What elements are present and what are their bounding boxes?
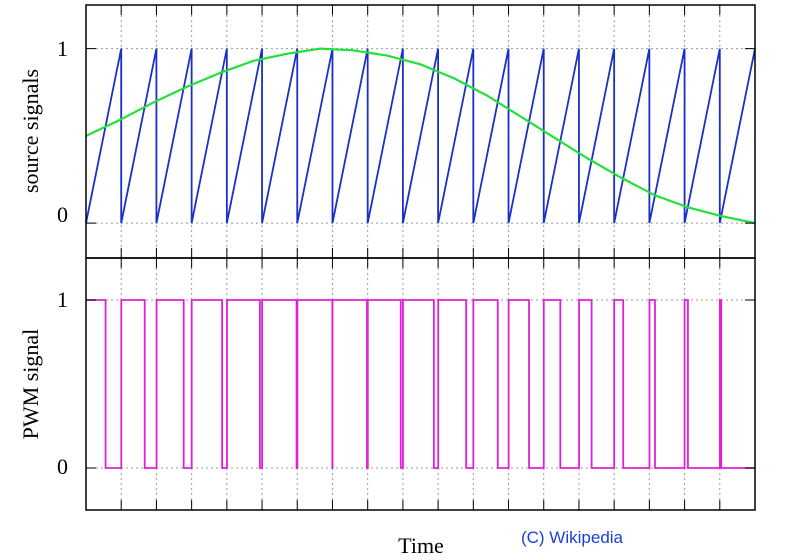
top-ytick-label-0: 0 — [57, 202, 68, 227]
x-axis-title: Time — [398, 533, 444, 558]
top-ytick-label-1: 1 — [57, 36, 68, 61]
sawtooth-series-line — [85, 48, 756, 224]
credit-text: (C) Wikipedia — [521, 528, 624, 547]
bottom-y-axis-title: PWM signal — [18, 329, 43, 440]
bottom-series — [86, 299, 755, 469]
bottom-ticks — [86, 258, 755, 510]
top-ticks — [86, 5, 755, 258]
sine-series-line — [85, 47, 756, 225]
top-y-axis-title: source signals — [18, 69, 43, 193]
source-signals-panel: 0 1 source signals — [18, 4, 756, 259]
bottom-ytick-label-0: 0 — [57, 454, 68, 479]
pwm-signal-panel: 0 1 PWM signal Time — [18, 257, 756, 558]
pwm-series-line — [86, 299, 755, 469]
top-series — [85, 47, 756, 225]
bottom-plot-frame — [85, 257, 756, 511]
bottom-ytick-label-1: 1 — [57, 287, 68, 312]
